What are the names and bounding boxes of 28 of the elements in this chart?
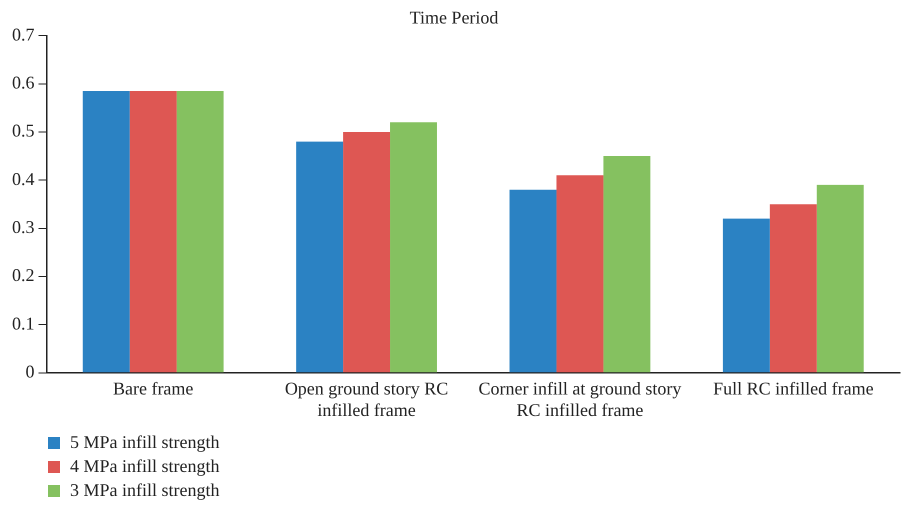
y-tick-label: 0.2 — [12, 265, 34, 286]
y-tick-label: 0.6 — [12, 72, 34, 93]
bar — [510, 190, 556, 372]
bar — [82, 90, 130, 372]
legend-label: 3 MPa infill strength — [70, 480, 220, 501]
bar — [816, 184, 864, 372]
legend-label: 4 MPa infill strength — [70, 456, 220, 477]
legend-label: 5 MPa infill strength — [70, 432, 220, 453]
bar — [296, 142, 344, 372]
bar — [770, 204, 817, 372]
y-tick-label: 0 — [26, 362, 34, 382]
bar — [390, 122, 437, 372]
bar — [603, 156, 650, 372]
y-tick-label: 0.1 — [12, 313, 34, 334]
bar — [130, 90, 177, 372]
x-tick-label: Bare frame — [112, 378, 194, 398]
bar — [722, 218, 770, 372]
y-tick-label: 0.4 — [12, 168, 34, 189]
bar — [176, 90, 224, 372]
y-tick-label: 0.3 — [12, 217, 34, 238]
chart-title: Time Period — [410, 8, 498, 28]
bar — [343, 132, 390, 372]
bar — [556, 175, 604, 372]
y-tick-label: 0.5 — [12, 120, 34, 141]
x-tick-label: Corner infill at ground story RC infilled frame — [478, 378, 682, 420]
x-tick-label: Open ground story RC infilled frame — [284, 378, 448, 420]
y-tick-label: 0.7 — [12, 24, 34, 44]
x-tick-label: Full RC infilled frame — [713, 378, 874, 398]
